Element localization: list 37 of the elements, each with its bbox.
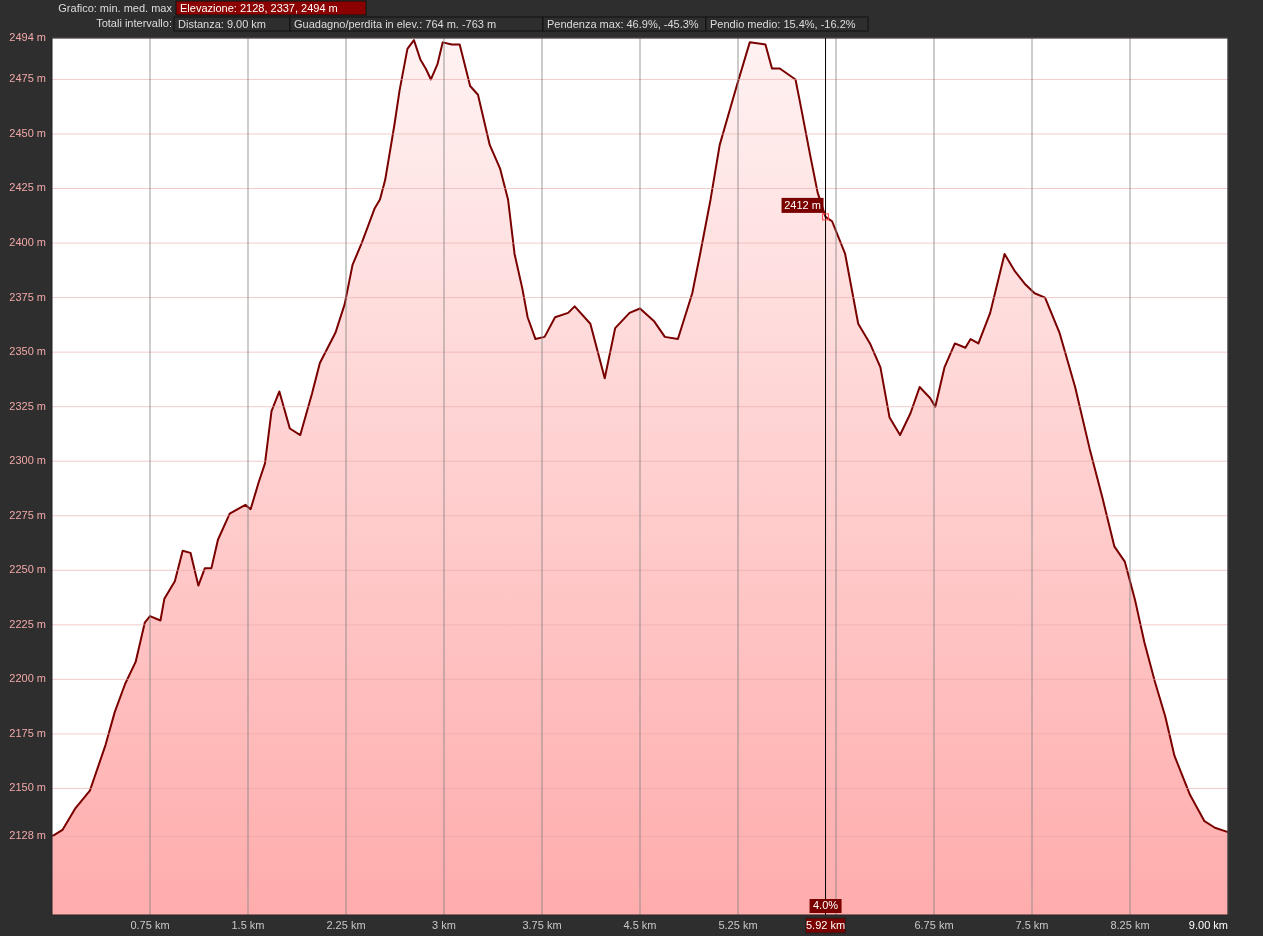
y-tick-label: 2325 m <box>9 399 46 412</box>
y-tick-label: 2300 m <box>9 454 46 467</box>
chart-title: Grafico: min. med. max <box>58 2 173 14</box>
y-tick-label: 2275 m <box>9 508 46 521</box>
y-tick-label: 2250 m <box>9 563 46 576</box>
x-tick-label: 7.5 km <box>1015 918 1049 931</box>
ref-line-label: 5.92 km <box>805 918 846 931</box>
text: Elevazione: 2128, 2337, 2494 m <box>180 2 338 14</box>
text: Pendio medio: 15.4%, -16.2% <box>710 18 856 30</box>
y-tick-label: 2400 m <box>9 235 46 248</box>
x-tick-label: 4.5 km <box>623 918 657 931</box>
y-tick-label: 2175 m <box>9 726 46 739</box>
text: Pendenza max: 46.9%, -45.3% <box>547 18 699 30</box>
chart-subtitle: Totali intervallo: <box>96 17 172 29</box>
annotation: 4.0% <box>813 898 839 911</box>
y-tick-label: 2494 m <box>9 30 46 43</box>
y-tick-label: 2200 m <box>9 672 46 685</box>
y-tick-label: 2425 m <box>9 181 46 194</box>
x-tick-label: 9.00 km <box>1188 918 1228 931</box>
x-tick-label: 3 km <box>432 918 456 931</box>
x-tick-label: 8.25 km <box>1110 918 1150 931</box>
x-tick-label: 0.75 km <box>130 918 170 931</box>
x-tick-label: 6.75 km <box>914 918 954 931</box>
text: Guadagno/perdita in elev.: 764 m. -763 m <box>294 18 497 30</box>
x-tick-label: 2.25 km <box>326 918 366 931</box>
x-tick-label: 5.25 km <box>718 918 758 931</box>
y-tick-label: 2350 m <box>9 345 46 358</box>
y-tick-label: 2225 m <box>9 617 46 630</box>
y-tick-label: 2375 m <box>9 290 46 303</box>
y-tick-label: 2128 m <box>9 829 46 842</box>
y-tick-label: 2450 m <box>9 126 46 139</box>
x-tick-label: 3.75 km <box>522 918 562 931</box>
y-tick-label: 2150 m <box>9 781 46 794</box>
text: Distanza: 9.00 km <box>178 18 267 30</box>
x-tick-label: 1.5 km <box>231 918 265 931</box>
y-tick-label: 2475 m <box>9 72 46 85</box>
annotation: 2412 m <box>784 198 821 211</box>
